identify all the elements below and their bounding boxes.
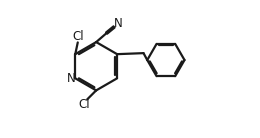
Text: N: N <box>67 72 76 85</box>
Text: Cl: Cl <box>72 30 84 43</box>
Text: N: N <box>114 17 122 30</box>
Text: Cl: Cl <box>79 98 90 111</box>
